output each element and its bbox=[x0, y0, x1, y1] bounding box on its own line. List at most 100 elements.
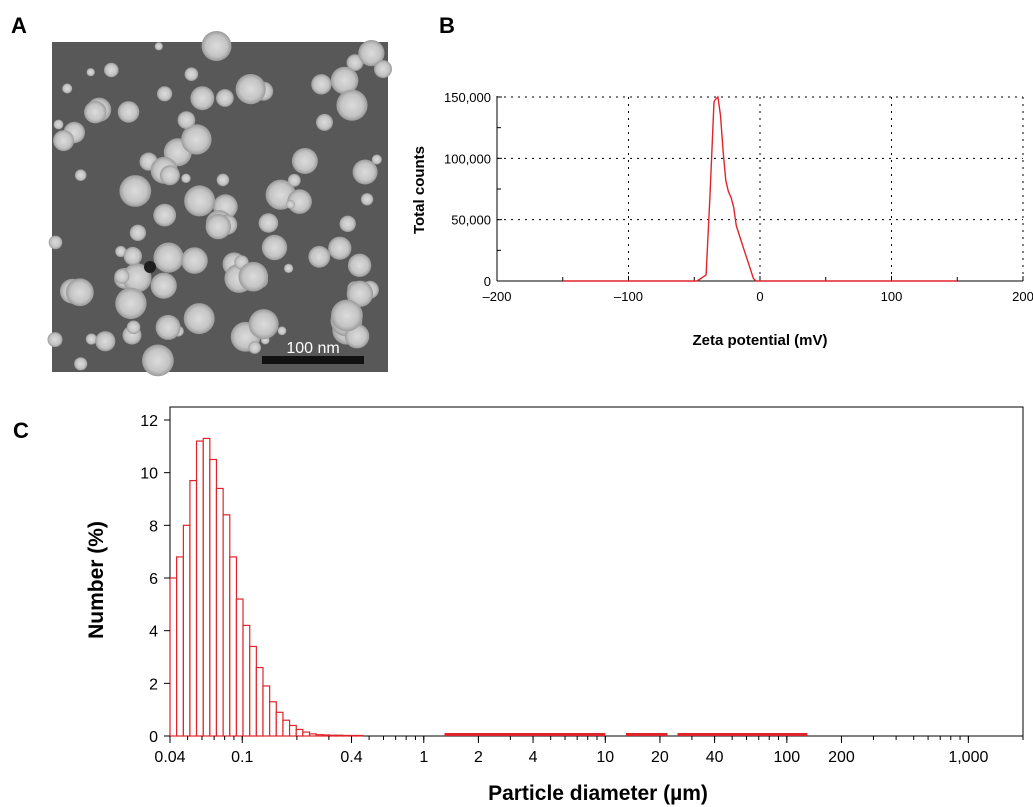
zeta-x-tick-label: –100 bbox=[614, 289, 643, 304]
tem-particle bbox=[347, 253, 372, 277]
tem-particle bbox=[277, 326, 287, 336]
tem-particle bbox=[216, 89, 234, 107]
zeta-y-axis-title: Total counts bbox=[411, 146, 428, 234]
size-histogram-bar bbox=[322, 734, 331, 737]
tem-particle bbox=[287, 173, 301, 187]
size-histogram-bar bbox=[315, 734, 324, 737]
size-x-tick-label: 0.1 bbox=[231, 749, 253, 766]
tem-particle bbox=[117, 101, 140, 123]
size-histogram-bar bbox=[342, 734, 351, 737]
size-y-tick-label: 12 bbox=[140, 413, 158, 430]
size-histogram-bar bbox=[215, 487, 224, 737]
size-histogram-bar bbox=[235, 598, 244, 737]
tem-particle bbox=[154, 42, 163, 51]
tem-particle bbox=[157, 86, 173, 102]
zeta-y-tick-label: 150,000 bbox=[444, 90, 491, 105]
zeta-grid bbox=[497, 96, 1024, 281]
tem-particle bbox=[352, 159, 378, 185]
tem-particle bbox=[53, 119, 64, 130]
tem-particle bbox=[181, 124, 212, 155]
tem-particle bbox=[115, 245, 127, 258]
tem-particle bbox=[142, 344, 174, 377]
panel-label-b: B bbox=[439, 13, 455, 38]
tem-particle bbox=[47, 332, 63, 348]
tem-particle bbox=[74, 357, 88, 371]
size-trace-segment bbox=[444, 733, 606, 736]
zeta-y-tick-label: 0 bbox=[484, 274, 491, 289]
tem-particle bbox=[238, 261, 269, 292]
size-histogram-bar bbox=[269, 701, 277, 737]
tem-particle bbox=[184, 67, 199, 81]
tem-particle bbox=[216, 173, 230, 187]
tem-particle bbox=[181, 173, 191, 183]
tem-particle bbox=[153, 203, 177, 227]
tem-particle bbox=[346, 54, 364, 71]
tem-particle bbox=[123, 246, 142, 266]
tem-particle bbox=[48, 235, 63, 250]
zeta-series-line bbox=[562, 95, 958, 282]
size-histogram-bar bbox=[182, 524, 191, 737]
size-histogram-bar bbox=[202, 437, 211, 737]
size-trace-segment bbox=[677, 733, 808, 736]
size-histogram-bar bbox=[195, 440, 204, 737]
tem-particle bbox=[316, 113, 333, 131]
size-x-tick-label: 4 bbox=[529, 749, 538, 766]
tem-particle bbox=[66, 278, 94, 307]
size-histogram-bar bbox=[229, 556, 238, 737]
tem-particle bbox=[53, 130, 75, 152]
size-y-tick-label: 6 bbox=[149, 571, 158, 588]
tem-particle bbox=[284, 263, 294, 273]
size-histogram-bars bbox=[169, 437, 364, 737]
size-x-tick-label: 2 bbox=[474, 749, 483, 766]
tem-particle bbox=[339, 215, 356, 232]
size-histogram-bar bbox=[308, 733, 317, 737]
size-histogram-bar bbox=[328, 734, 337, 737]
tem-particle bbox=[358, 40, 385, 67]
zeta-y-tick-label: 100,000 bbox=[444, 151, 491, 166]
zeta-x-tick-label: –200 bbox=[483, 289, 512, 304]
size-histogram-bar bbox=[295, 728, 304, 737]
size-histogram-bar bbox=[209, 458, 218, 737]
tem-particle bbox=[374, 60, 392, 79]
tem-particle bbox=[201, 31, 232, 61]
size-histogram-bar bbox=[348, 734, 357, 737]
tem-particle bbox=[258, 213, 279, 233]
tem-particle bbox=[159, 165, 180, 186]
zeta-x-tick-label: 200 bbox=[1012, 289, 1033, 304]
size-histogram-bar bbox=[255, 666, 264, 737]
tem-particle bbox=[119, 175, 152, 207]
tem-particle bbox=[248, 341, 261, 354]
tem-particle bbox=[205, 213, 231, 240]
size-histogram-bar bbox=[189, 479, 198, 737]
tem-particle bbox=[371, 154, 382, 165]
size-x-tick-label: 10 bbox=[596, 749, 614, 766]
size-histogram-bar bbox=[302, 731, 311, 737]
panel-label-c: C bbox=[13, 418, 29, 443]
tem-particles bbox=[47, 31, 392, 377]
zeta-y-tick-label: 50,000 bbox=[451, 213, 491, 228]
tem-particle bbox=[155, 314, 181, 340]
panel-label-a: A bbox=[11, 13, 27, 38]
zeta-potential-chart: 0 50,000 100,000 150,000 –200 –100 0 100 200 Zet… bbox=[411, 90, 1033, 349]
tem-particle bbox=[328, 236, 352, 260]
size-y-tick-label: 0 bbox=[149, 729, 158, 746]
tem-particle bbox=[235, 74, 266, 105]
scale-bar-label: 100 nm bbox=[286, 340, 339, 357]
tem-particle bbox=[95, 331, 116, 352]
tem-particle bbox=[104, 62, 119, 78]
size-histogram-bar bbox=[222, 514, 231, 737]
size-y-axis-title: Number (%) bbox=[85, 521, 108, 639]
tem-particle bbox=[177, 111, 196, 129]
tem-particle bbox=[360, 193, 374, 206]
zeta-x-axis-title: Zeta potential (mV) bbox=[692, 332, 827, 349]
tem-particle bbox=[62, 83, 73, 94]
tem-particle bbox=[126, 320, 141, 335]
tem-particle bbox=[129, 224, 147, 241]
size-x-tick-label: 100 bbox=[773, 749, 800, 766]
size-histogram-bar bbox=[335, 734, 344, 737]
tem-particle bbox=[184, 185, 216, 217]
zeta-x-tick-label: 100 bbox=[881, 289, 903, 304]
tem-particle bbox=[150, 272, 177, 299]
tem-particle bbox=[114, 268, 130, 284]
